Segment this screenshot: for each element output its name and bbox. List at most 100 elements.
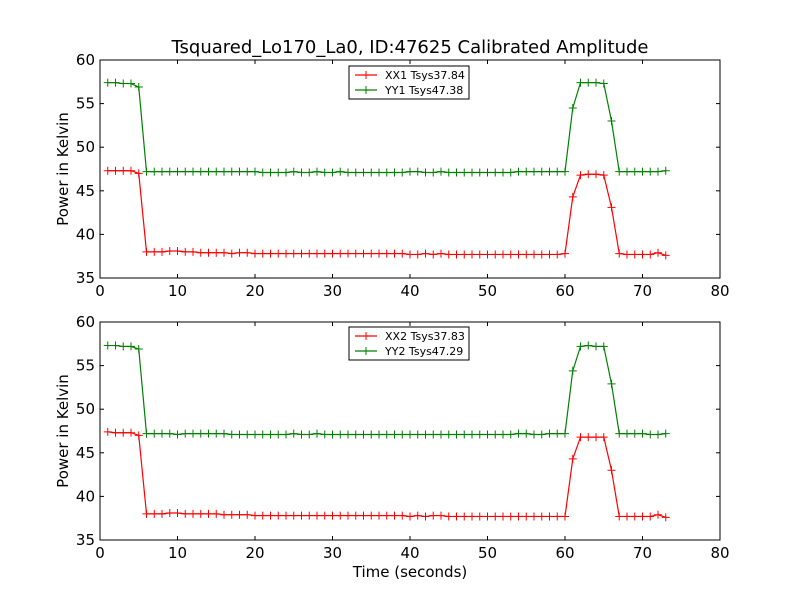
data-point-marker: [375, 168, 383, 177]
data-point-marker: [359, 430, 368, 439]
data-point-marker: [351, 249, 360, 258]
data-point-marker: [522, 429, 531, 438]
legend-box: [348, 65, 470, 100]
data-point-marker: [119, 428, 128, 437]
data-point-marker: [127, 166, 135, 175]
data-point-marker: [607, 379, 616, 388]
data-point-marker: [382, 249, 391, 258]
data-point-marker: [638, 512, 647, 521]
data-point-marker: [499, 430, 507, 439]
data-point-marker: [506, 168, 515, 177]
y-tick-label: 35: [76, 531, 95, 549]
data-point-marker: [351, 511, 360, 520]
data-point-marker: [289, 511, 298, 520]
data-point-marker: [127, 428, 135, 437]
data-point-marker: [344, 168, 352, 177]
data-point-marker: [584, 170, 593, 179]
data-point-marker: [251, 430, 259, 439]
x-tick-label: 50: [478, 544, 497, 562]
data-point-marker: [220, 167, 228, 176]
data-point-marker: [545, 512, 554, 521]
data-point-marker: [615, 429, 624, 438]
legend-entry-label: XX1 Tsys37.84: [385, 69, 465, 82]
data-point-marker: [483, 250, 492, 259]
data-point-marker: [530, 167, 538, 176]
data-point-marker: [615, 512, 624, 521]
x-tick-label: 60: [555, 282, 574, 300]
data-point-marker: [243, 248, 252, 257]
data-point-marker: [134, 431, 143, 440]
y-tick-label: 60: [76, 313, 95, 331]
data-point-marker: [390, 168, 399, 177]
x-tick-label: 70: [633, 282, 652, 300]
data-point-marker: [212, 509, 221, 518]
data-point-marker: [545, 429, 554, 438]
legend-swatch-marker: [362, 332, 370, 340]
data-point-marker: [289, 429, 298, 438]
data-point-marker: [452, 250, 461, 259]
data-point-marker: [328, 430, 337, 439]
data-point-marker: [111, 428, 120, 437]
data-point-marker: [568, 366, 577, 375]
data-point-marker: [165, 429, 174, 438]
data-point-marker: [142, 429, 151, 438]
data-point-marker: [506, 430, 515, 439]
data-point-marker: [460, 512, 469, 521]
data-point-marker: [359, 249, 368, 258]
data-point-marker: [444, 168, 453, 177]
x-tick-label: 10: [168, 282, 187, 300]
data-point-marker: [258, 430, 267, 439]
data-point-marker: [227, 430, 236, 439]
data-point-marker: [553, 429, 562, 438]
data-point-marker: [204, 167, 213, 176]
data-point-marker: [623, 429, 631, 438]
data-point-marker: [514, 512, 523, 521]
data-point-marker: [413, 167, 422, 176]
data-point-marker: [646, 167, 655, 176]
data-point-marker: [491, 430, 500, 439]
data-point-marker: [599, 433, 608, 442]
data-point-marker: [437, 249, 445, 258]
data-point-marker: [251, 511, 259, 520]
data-point-marker: [165, 246, 174, 255]
data-point-marker: [607, 466, 616, 475]
data-point-marker: [437, 511, 445, 520]
data-point-marker: [305, 511, 314, 520]
data-point-marker: [274, 168, 283, 177]
data-point-marker: [444, 430, 453, 439]
data-point-marker: [103, 341, 112, 350]
bottom-plot-panel: 0 10 20 30 40 50 60 70 80 35 40 45 50 55 60 Power in Ke…: [54, 313, 730, 581]
data-point-marker: [134, 83, 143, 92]
data-point-marker: [491, 250, 500, 259]
y-tick-label: 45: [76, 444, 95, 462]
data-point-marker: [274, 511, 283, 520]
data-point-marker: [111, 166, 120, 175]
data-point-marker: [429, 250, 438, 259]
data-point-marker: [654, 248, 662, 257]
data-point-marker: [390, 249, 399, 258]
data-point-marker: [460, 430, 469, 439]
data-point-marker: [344, 249, 352, 258]
data-point-marker: [220, 429, 228, 438]
data-point-marker: [561, 429, 569, 438]
data-point-marker: [274, 249, 283, 258]
data-point-marker: [592, 78, 600, 87]
data-point-marker: [196, 429, 205, 438]
x-tick-label: 50: [478, 282, 497, 300]
data-point-marker: [522, 250, 531, 259]
data-point-marker: [444, 512, 453, 521]
data-point-marker: [599, 171, 608, 180]
data-point-marker: [204, 509, 213, 518]
x-tick-label: 80: [710, 282, 729, 300]
data-point-marker: [429, 168, 438, 177]
data-point-marker: [328, 511, 337, 520]
data-point-marker: [189, 509, 197, 518]
data-point-marker: [615, 167, 624, 176]
data-point-marker: [150, 509, 159, 518]
data-point-marker: [537, 430, 546, 439]
data-point-marker: [328, 249, 337, 258]
data-point-marker: [584, 341, 593, 350]
data-point-marker: [398, 430, 407, 439]
data-point-marker: [282, 511, 290, 520]
data-point-marker: [452, 512, 461, 521]
